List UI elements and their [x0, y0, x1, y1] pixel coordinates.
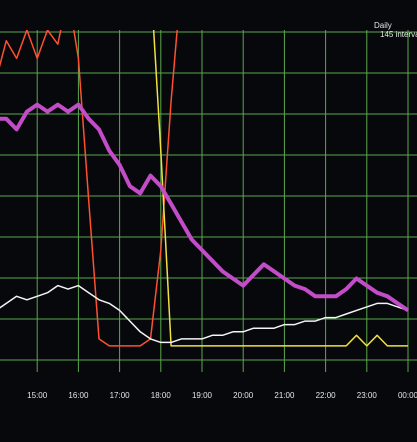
plot-area	[0, 30, 410, 347]
x-tick-label: 19:00	[192, 391, 213, 400]
x-tick-label: 21:00	[274, 391, 295, 400]
x-tick-label: 17:00	[110, 391, 131, 400]
chart-subtitle: 145 interval	[380, 30, 417, 39]
series-line	[0, 284, 409, 344]
series-line	[0, 102, 410, 313]
x-tick-label: 15:00	[27, 391, 48, 400]
x-tick-label: 18:00	[151, 391, 172, 400]
x-tick-label: 23:00	[357, 391, 378, 400]
chart-title: Daily	[374, 21, 392, 30]
series-line	[152, 30, 408, 347]
x-tick-label: 20:00	[233, 391, 254, 400]
x-tick-label: 00:00	[398, 391, 417, 400]
grid	[0, 30, 417, 372]
x-tick-label: 22:00	[316, 391, 337, 400]
x-tick-label: 16:00	[68, 391, 89, 400]
